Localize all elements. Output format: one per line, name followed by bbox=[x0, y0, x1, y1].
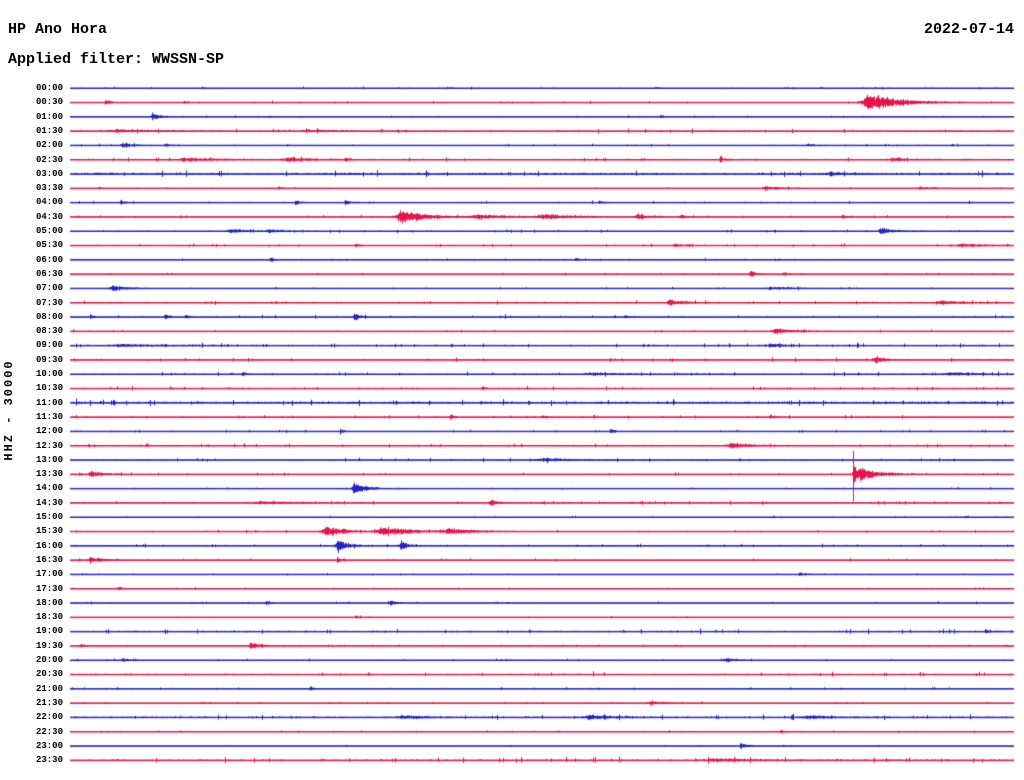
time-label: 21:30 bbox=[35, 697, 63, 708]
time-label: 16:30 bbox=[35, 554, 63, 565]
time-label: 13:00 bbox=[35, 454, 63, 465]
time-label: 00:00 bbox=[35, 83, 63, 93]
time-label: 14:00 bbox=[35, 483, 63, 494]
applied-filter-label: Applied filter: WWSSN-SP bbox=[8, 51, 225, 68]
time-label: 05:00 bbox=[35, 226, 63, 236]
time-label: 19:30 bbox=[35, 640, 63, 651]
time-label: 16:00 bbox=[35, 540, 63, 551]
time-label: 06:00 bbox=[35, 254, 63, 265]
time-label: 20:00 bbox=[35, 655, 63, 665]
time-label: 23:30 bbox=[35, 755, 63, 766]
time-label: 04:30 bbox=[35, 211, 63, 222]
time-label: 11:00 bbox=[35, 397, 63, 408]
time-label: 12:30 bbox=[35, 440, 63, 451]
time-label: 17:00 bbox=[35, 569, 63, 580]
time-label: 14:30 bbox=[35, 497, 63, 508]
time-label: 20:30 bbox=[35, 669, 63, 680]
time-label: 08:00 bbox=[35, 311, 63, 322]
date-label: 2022-07-14 bbox=[923, 21, 1014, 38]
time-label: 01:00 bbox=[35, 111, 63, 122]
time-label: 10:00 bbox=[35, 369, 63, 379]
time-label: 07:00 bbox=[35, 283, 63, 294]
time-label: 07:30 bbox=[35, 297, 63, 308]
time-label: 15:30 bbox=[35, 526, 63, 537]
time-label: 09:00 bbox=[35, 340, 63, 351]
time-label: 19:00 bbox=[35, 626, 63, 637]
time-label: 08:30 bbox=[35, 326, 63, 337]
time-label: 03:30 bbox=[35, 183, 63, 194]
time-label: 13:30 bbox=[35, 469, 63, 480]
time-label: 02:00 bbox=[35, 140, 63, 151]
time-label: 06:30 bbox=[35, 268, 63, 279]
time-label: 03:00 bbox=[35, 168, 63, 179]
time-label: 22:30 bbox=[35, 726, 63, 737]
station-title: HP Ano Hora bbox=[8, 21, 108, 38]
time-label: 02:30 bbox=[35, 154, 63, 165]
time-label: 12:00 bbox=[35, 426, 63, 437]
time-label: 22:00 bbox=[35, 712, 63, 723]
time-label: 18:30 bbox=[35, 612, 63, 623]
time-label: 00:30 bbox=[35, 97, 63, 108]
time-label: 05:30 bbox=[35, 240, 63, 251]
time-label: 09:30 bbox=[35, 354, 63, 365]
time-label: 18:00 bbox=[35, 597, 63, 608]
time-label: 23:00 bbox=[35, 740, 63, 751]
time-label: 10:30 bbox=[35, 383, 63, 394]
time-label: 21:00 bbox=[35, 683, 63, 694]
time-label: 17:30 bbox=[35, 583, 63, 594]
time-label: 11:30 bbox=[35, 411, 63, 422]
time-label: 01:30 bbox=[35, 125, 63, 136]
time-label: 04:00 bbox=[35, 197, 63, 208]
time-label: 15:00 bbox=[35, 512, 63, 522]
